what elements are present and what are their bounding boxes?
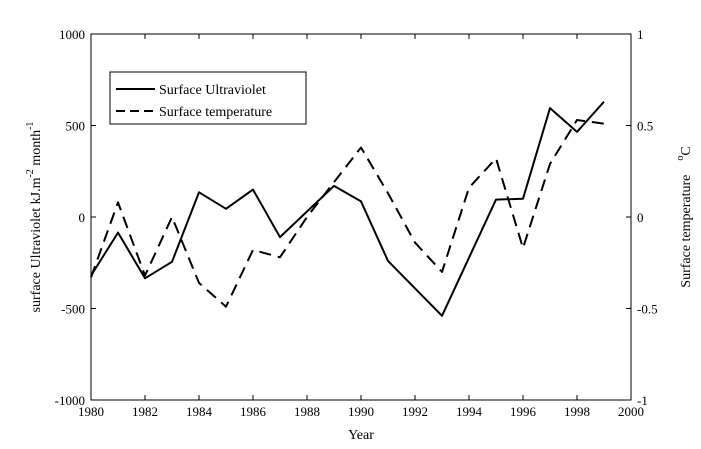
y-axis-right-title-unit: C bbox=[679, 146, 694, 155]
x-tick-label: 1994 bbox=[456, 404, 483, 419]
x-tick-label: 1982 bbox=[132, 404, 158, 419]
y-right-tick-label: 0 bbox=[637, 210, 644, 225]
x-tick-label: 1998 bbox=[564, 404, 590, 419]
y-axis-left-title: surface Ultraviolet kJ.m-2 month-1 bbox=[25, 122, 44, 313]
y-axis-right-title-gap bbox=[679, 161, 694, 175]
y-axis-left-title-sup2: -1 bbox=[25, 122, 36, 130]
legend-label-temperature: Surface temperature bbox=[159, 105, 272, 120]
x-tick-label: 1984 bbox=[186, 404, 213, 419]
y-axis-left-title-mid: month bbox=[29, 130, 44, 169]
y-left-tick-label: 1000 bbox=[59, 27, 85, 42]
x-tick-label: 1990 bbox=[348, 404, 374, 419]
series-line-temperature bbox=[90, 119, 605, 308]
y-left-tick-label: -500 bbox=[61, 302, 85, 317]
x-tick-label: 1988 bbox=[294, 404, 320, 419]
y-axis-right-ticks: -1 -0.5 0 0.5 1 bbox=[626, 27, 658, 408]
y-left-tick-label: 0 bbox=[79, 210, 86, 225]
y-axis-right-title-main: Surface temperature bbox=[679, 175, 694, 288]
x-tick-label: 1980 bbox=[78, 404, 104, 419]
y-axis-right-title: Surface temperature oC bbox=[675, 146, 694, 287]
y-axis-right-title-unit-sup: o bbox=[675, 156, 686, 161]
series-line-ultraviolet bbox=[90, 101, 605, 317]
y-left-tick-label: -1000 bbox=[55, 393, 85, 408]
y-axis-left-title-main: surface Ultraviolet kJ.m bbox=[29, 177, 44, 312]
series-lines bbox=[90, 101, 605, 317]
x-axis-ticks: 1980 1982 1984 1986 1988 1990 1992 1994 1996 1998… bbox=[78, 34, 644, 419]
x-tick-label: 1986 bbox=[240, 404, 267, 419]
x-tick-label: 1996 bbox=[510, 404, 537, 419]
legend-label-ultraviolet: Surface Ultraviolet bbox=[159, 83, 266, 98]
legend-box bbox=[109, 71, 307, 125]
y-right-tick-label: 1 bbox=[637, 27, 644, 42]
y-axis-left-title-sup1: -2 bbox=[25, 169, 36, 177]
y-right-tick-label: 0.5 bbox=[637, 119, 653, 134]
x-tick-label: 2000 bbox=[618, 404, 644, 419]
x-tick-label: 1992 bbox=[402, 404, 428, 419]
legend: Surface Ultraviolet Surface temperature bbox=[109, 71, 307, 125]
y-right-tick-label: -0.5 bbox=[637, 302, 658, 317]
y-right-tick-label: -1 bbox=[637, 393, 648, 408]
x-axis-title: Year bbox=[348, 428, 374, 443]
y-left-tick-label: 500 bbox=[66, 119, 86, 134]
y-axis-left-ticks: -1000 -500 0 500 1000 bbox=[55, 27, 96, 408]
